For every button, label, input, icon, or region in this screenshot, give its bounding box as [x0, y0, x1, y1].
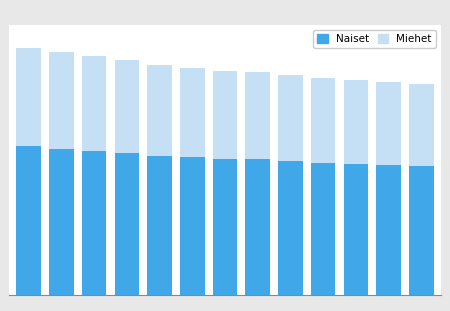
Bar [115, 60, 139, 153]
Bar [278, 161, 303, 295]
Bar [82, 151, 106, 295]
Bar [180, 157, 205, 295]
Bar [180, 67, 205, 157]
Bar [115, 153, 139, 295]
Legend: Naiset, Miehet: Naiset, Miehet [313, 30, 436, 49]
Bar [278, 75, 303, 161]
Bar [376, 165, 401, 295]
Bar [16, 146, 41, 295]
Bar [344, 164, 368, 295]
Bar [376, 82, 401, 165]
Bar [409, 84, 434, 166]
Bar [147, 156, 172, 295]
Bar [49, 149, 74, 295]
Bar [245, 159, 270, 295]
Bar [311, 163, 335, 295]
Bar [344, 80, 368, 164]
Bar [409, 166, 434, 295]
Bar [245, 72, 270, 159]
Bar [49, 52, 74, 149]
Bar [213, 71, 237, 159]
Bar [213, 159, 237, 295]
Bar [147, 66, 172, 156]
Bar [82, 56, 106, 151]
Bar [311, 78, 335, 163]
Bar [16, 48, 41, 146]
